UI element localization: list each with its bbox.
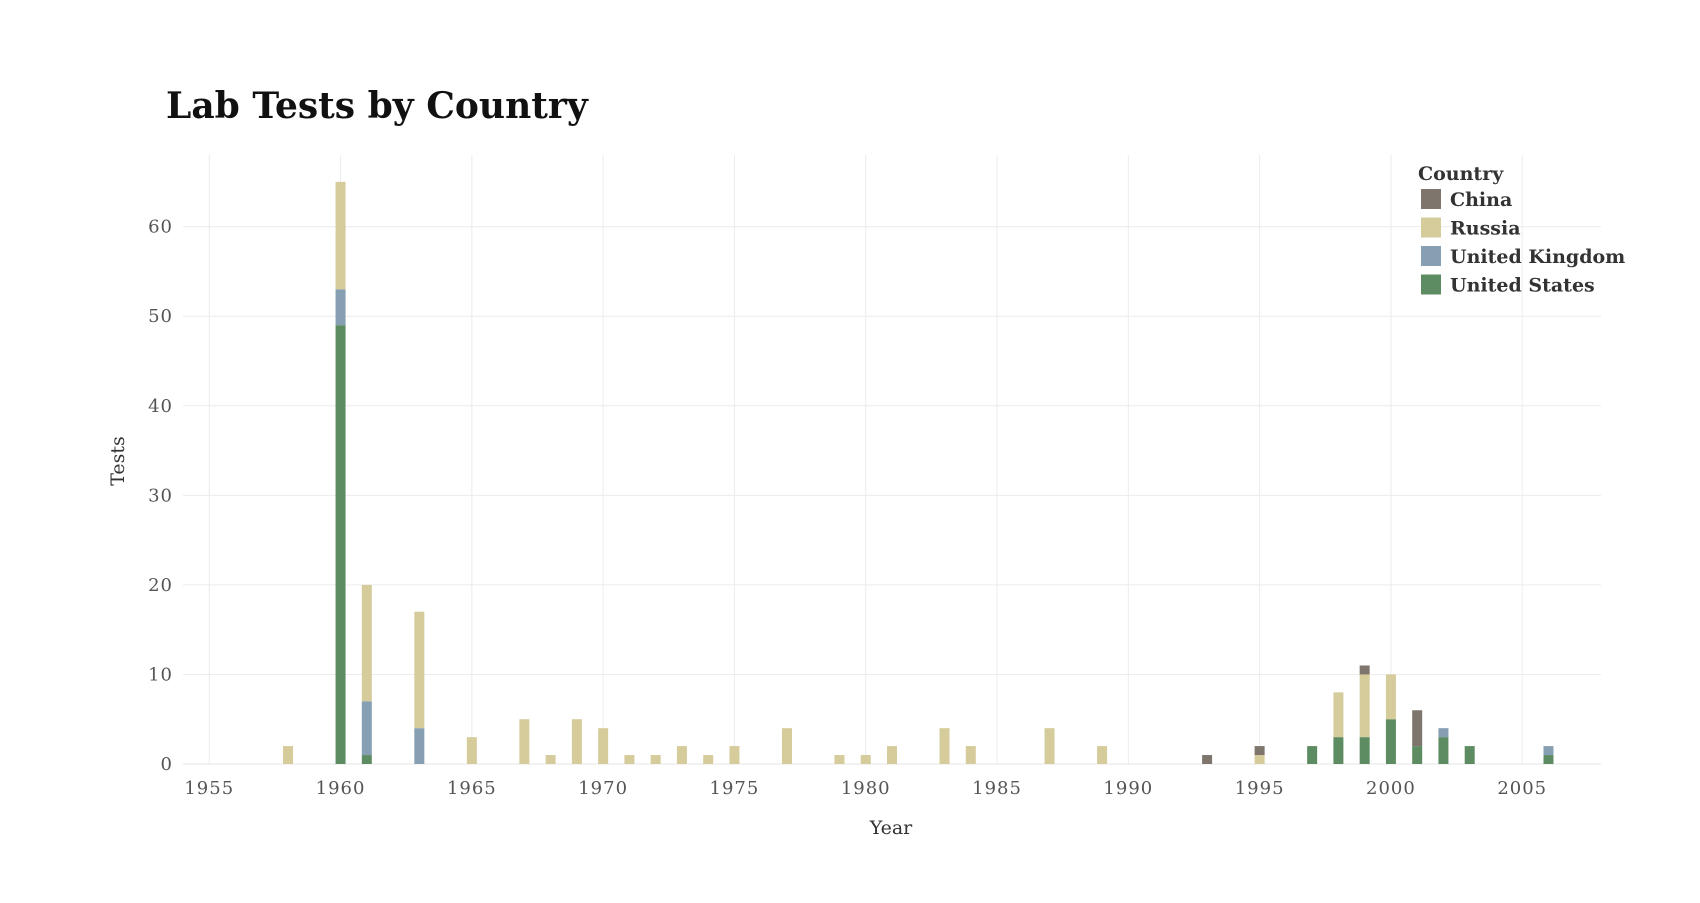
bar-russia-1987 [1044, 728, 1055, 764]
bar-russia-1980 [860, 755, 871, 764]
bar-united-kingdom-2002 [1438, 728, 1449, 738]
bar-united-states-1961 [361, 755, 372, 764]
x-tick-label: 1975 [710, 778, 760, 799]
bar-russia-1999 [1359, 674, 1370, 738]
bar-russia-1995 [1254, 755, 1265, 764]
bar-russia-1984 [965, 746, 976, 764]
bar-china-1995 [1254, 746, 1265, 756]
x-tick-label: 2000 [1366, 778, 1416, 799]
bar-russia-1967 [519, 719, 530, 764]
y-tick-label: 30 [148, 485, 173, 506]
bar-russia-1981 [887, 746, 897, 764]
bar-russia-1975 [729, 746, 740, 764]
x-tick-label: 1955 [184, 778, 234, 799]
bar-united-states-2001 [1412, 746, 1423, 764]
bar-united-states-1998 [1333, 737, 1344, 764]
bar-russia-1963 [414, 611, 425, 729]
y-tick-label: 0 [161, 754, 173, 775]
legend: Country China Russia United Kingdom United … [1418, 163, 1625, 297]
y-tick-label: 40 [148, 396, 173, 417]
x-axis-ticks: 1955 1960 1965 1970 1975 1980 1985 1990 1995 2000… [184, 778, 1547, 799]
bar-united-kingdom-1963 [414, 728, 425, 764]
x-tick-label: 1960 [316, 778, 366, 799]
bars [283, 181, 1554, 764]
x-tick-label: 2005 [1497, 778, 1547, 799]
legend-label-united-kingdom: United Kingdom [1450, 246, 1625, 268]
bar-united-states-1997 [1307, 746, 1318, 764]
y-axis-ticks: 0 10 20 30 40 50 60 [148, 217, 173, 775]
grid [183, 155, 1601, 765]
bar-china-1993 [1202, 755, 1213, 764]
bar-united-states-2003 [1464, 746, 1475, 764]
bar-russia-1968 [545, 755, 556, 764]
bar-russia-1998 [1333, 692, 1344, 738]
y-axis-label: Tests [107, 436, 129, 486]
bar-russia-1989 [1097, 746, 1108, 764]
legend-title: Country [1418, 163, 1504, 185]
x-axis-label: Year [869, 817, 913, 839]
legend-label-russia: Russia [1450, 218, 1521, 240]
bar-russia-1977 [781, 728, 792, 764]
bar-united-states-2006 [1543, 755, 1554, 764]
bar-united-kingdom-1961 [361, 701, 372, 756]
bar-russia-1983 [939, 728, 950, 764]
bar-russia-1965 [466, 737, 477, 764]
x-tick-label: 1995 [1235, 778, 1285, 799]
bar-russia-1970 [598, 728, 609, 764]
bar-united-kingdom-1960 [335, 289, 346, 326]
x-tick-label: 1965 [447, 778, 497, 799]
bar-united-states-1960 [335, 325, 346, 764]
bar-united-states-2002 [1438, 737, 1449, 764]
bar-china-2001 [1412, 710, 1423, 747]
bar-russia-1969 [571, 719, 582, 764]
bar-united-states-2000 [1385, 719, 1396, 764]
bar-russia-1958 [283, 746, 294, 764]
legend-swatch-russia [1421, 217, 1441, 238]
y-tick-label: 10 [148, 664, 173, 685]
bar-russia-1979 [834, 755, 845, 764]
legend-swatch-united-states [1421, 274, 1441, 295]
legend-swatch-united-kingdom [1421, 246, 1441, 266]
bar-russia-1971 [624, 755, 635, 764]
bar-russia-2000 [1385, 674, 1396, 720]
bar-russia-1973 [676, 746, 687, 764]
bar-china-1999 [1359, 665, 1370, 675]
y-tick-label: 50 [148, 306, 173, 327]
legend-label-united-states: United States [1450, 275, 1595, 297]
y-tick-label: 60 [148, 217, 173, 238]
x-tick-label: 1980 [841, 778, 891, 799]
bar-russia-1961 [361, 584, 372, 702]
legend-swatch-china [1421, 189, 1441, 209]
chart-title: Lab Tests by Country [166, 85, 589, 127]
x-tick-label: 1985 [972, 778, 1022, 799]
x-tick-label: 1990 [1103, 778, 1153, 799]
legend-label-china: China [1450, 189, 1512, 211]
x-tick-label: 1970 [578, 778, 628, 799]
bar-united-kingdom-2006 [1543, 746, 1554, 756]
bar-russia-1960 [335, 181, 346, 290]
bar-united-states-1999 [1359, 737, 1370, 764]
bar-russia-1972 [650, 755, 661, 764]
bar-russia-1974 [703, 755, 714, 764]
y-tick-label: 20 [148, 575, 173, 596]
